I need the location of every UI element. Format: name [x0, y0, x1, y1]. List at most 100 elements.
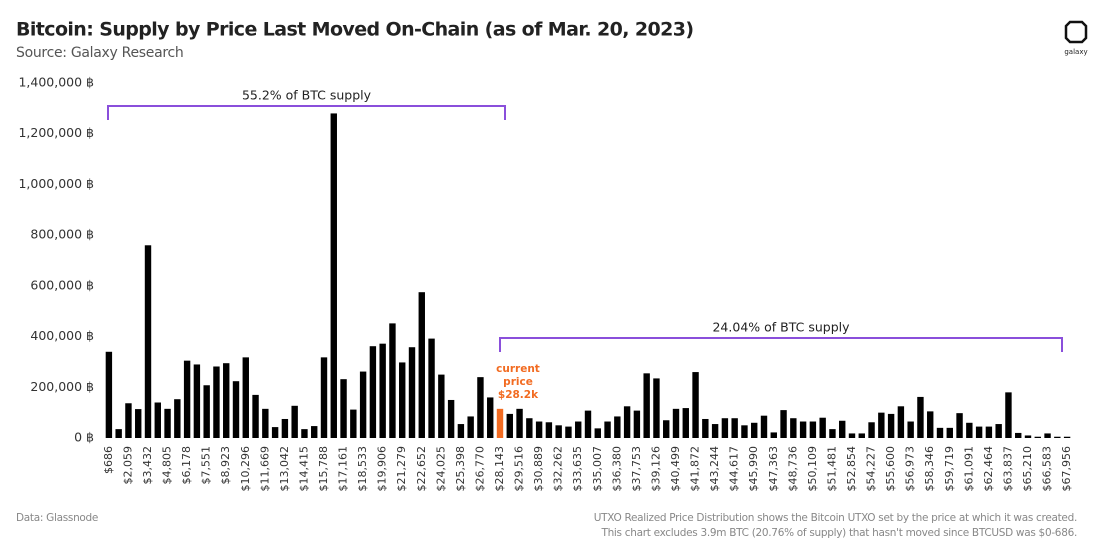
bar	[125, 403, 132, 438]
x-tick-label: $51,481	[825, 446, 838, 492]
bar	[780, 410, 787, 438]
bar	[809, 421, 817, 438]
bar	[291, 405, 298, 438]
y-tick-label: 400,000 ฿	[30, 328, 94, 343]
x-tick-label: $26,770	[473, 446, 486, 492]
x-tick-label: $52,854	[845, 446, 858, 492]
x-tick-label: $686	[102, 446, 115, 474]
bar	[760, 415, 768, 438]
bar	[487, 397, 494, 438]
x-tick-label: $17,161	[337, 446, 350, 492]
bar	[799, 421, 807, 438]
bar	[164, 408, 171, 438]
y-tick-label: 0 ฿	[74, 430, 94, 445]
x-tick-label: $61,091	[962, 446, 975, 492]
bar	[359, 371, 367, 438]
bar	[311, 426, 318, 438]
bar	[1024, 435, 1032, 438]
bar	[1054, 436, 1061, 438]
bracket	[107, 105, 506, 120]
bar	[457, 424, 465, 438]
bar	[105, 351, 113, 438]
bar	[878, 412, 885, 438]
x-tick-label: $3,432	[141, 446, 154, 485]
bar	[369, 346, 377, 438]
y-tick-label: 200,000 ฿	[30, 379, 94, 394]
x-tick-label: $63,837	[1001, 446, 1014, 492]
bar	[623, 406, 631, 438]
bar	[555, 425, 562, 438]
bar	[663, 420, 670, 438]
x-tick-label: $62,464	[982, 446, 995, 492]
x-tick-label: $8,923	[219, 446, 232, 485]
bar	[340, 379, 347, 438]
bar	[1015, 432, 1022, 438]
x-tick-label: $48,736	[786, 446, 799, 492]
bar	[839, 420, 846, 438]
x-tick-label: $30,889	[532, 446, 545, 492]
bar	[535, 421, 543, 438]
bar	[887, 413, 895, 438]
bar	[330, 113, 337, 438]
y-tick-label: 600,000 ฿	[30, 277, 94, 292]
bar	[467, 416, 474, 438]
x-tick-label: $55,600	[884, 446, 897, 492]
bar	[301, 429, 308, 438]
bar	[946, 427, 953, 438]
y-tick-label: 1,400,000 ฿	[18, 75, 94, 90]
bar	[936, 427, 944, 438]
bar	[653, 378, 660, 438]
chart-subtitle: Source: Galaxy Research	[16, 45, 184, 61]
y-tick-label: 1,000,000 ฿	[18, 176, 94, 191]
bar	[477, 377, 484, 438]
bar	[418, 292, 425, 438]
bar	[438, 374, 445, 438]
bar	[682, 408, 689, 438]
bar	[917, 396, 924, 438]
x-tick-label: $35,007	[591, 446, 604, 492]
x-tick-label: $58,346	[923, 446, 936, 492]
bar	[174, 399, 181, 438]
bar	[751, 422, 758, 438]
bar	[320, 357, 328, 438]
bar	[858, 433, 865, 438]
x-tick-label: $32,262	[552, 446, 565, 492]
x-tick-label: $11,669	[258, 446, 271, 492]
x-tick-label: $21,279	[395, 446, 408, 492]
annotation: 24.04% of BTC supply	[712, 320, 850, 335]
bar	[516, 408, 523, 438]
bar	[447, 399, 455, 438]
x-tick-label: $65,210	[1021, 446, 1034, 492]
bar	[721, 418, 729, 438]
y-tick-label: 1,200,000 ฿	[18, 125, 94, 140]
x-tick-label: $7,551	[200, 446, 213, 485]
bar	[565, 426, 572, 438]
bar	[956, 413, 963, 438]
bar	[262, 408, 269, 438]
x-tick-label: $24,025	[434, 446, 447, 492]
footnote: UTXO Realized Price Distribution shows t…	[594, 512, 1077, 524]
x-tick-label: $44,617	[728, 446, 741, 492]
bar	[350, 409, 357, 438]
x-tick-label: $2,059	[121, 446, 134, 485]
y-tick-label: 800,000 ฿	[30, 227, 94, 242]
x-tick-label: $67,956	[1060, 446, 1073, 492]
bar	[223, 363, 230, 438]
bar	[281, 418, 289, 438]
chart-title: Bitcoin: Supply by Price Last Moved On-C…	[16, 19, 693, 41]
x-tick-label: $41,872	[689, 446, 702, 492]
x-tick-label: $36,380	[610, 446, 623, 492]
bar	[829, 429, 836, 438]
bar	[614, 416, 621, 438]
bar	[584, 410, 592, 438]
bar	[213, 366, 220, 438]
bar	[252, 394, 259, 438]
bar	[203, 385, 210, 438]
x-tick-label: $10,296	[239, 446, 252, 492]
bar	[672, 408, 680, 438]
bar	[193, 364, 201, 438]
current-price-label: current	[496, 363, 540, 375]
annotation: 55.2% of BTC supply	[242, 88, 372, 103]
bar	[868, 422, 875, 438]
x-tick-label: $54,227	[865, 446, 878, 492]
